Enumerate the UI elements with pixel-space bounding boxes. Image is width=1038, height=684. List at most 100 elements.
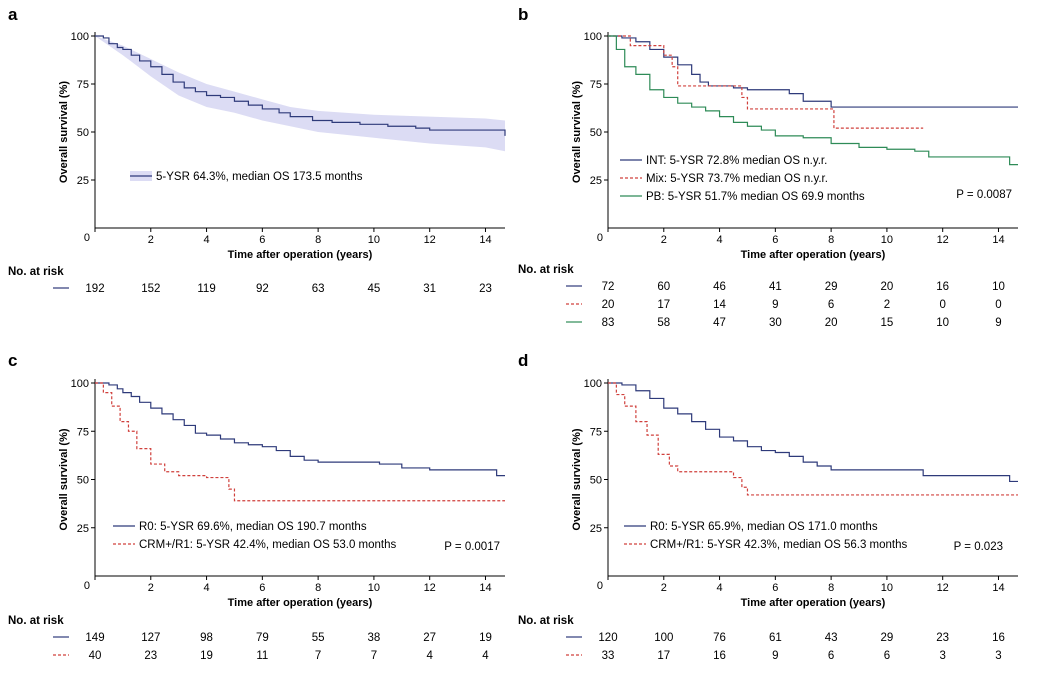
x-tick-label: 14 (479, 582, 491, 594)
y-axis-label: Overall survival (%) (571, 428, 583, 530)
risk-count: 4 (482, 650, 489, 662)
x-tick-label: 14 (992, 582, 1004, 594)
y-tick-label: 75 (590, 426, 602, 438)
panel-label: a (8, 5, 18, 24)
panel-a: a 25 50 75 100 0 2 4 6 8 10 12 14 Time after operatio… (8, 5, 506, 295)
x-axis-label: Time after operation (years) (228, 597, 373, 609)
risk-count: 9 (995, 317, 1001, 329)
risk-count: 45 (368, 283, 381, 295)
panel-c: c 25 50 75 100 0 2 4 6 8 10 12 14 Time after operatio… (8, 351, 505, 662)
legend-label: 5-YSR 64.3%, median OS 173.5 months (156, 171, 363, 183)
origin-label: 0 (84, 232, 90, 244)
risk-count: 83 (602, 317, 615, 329)
risk-count: 17 (657, 650, 670, 662)
risk-count: 30 (769, 317, 782, 329)
x-axis-label: Time after operation (years) (741, 597, 886, 609)
x-tick-label: 6 (772, 582, 778, 594)
risk-count: 38 (368, 632, 381, 644)
y-tick-label: 100 (584, 378, 602, 390)
risk-count: 17 (657, 299, 670, 311)
risk-count: 47 (713, 317, 726, 329)
p-value: P = 0.023 (954, 541, 1003, 553)
panel-label: b (518, 5, 528, 24)
x-tick-label: 4 (204, 582, 210, 594)
risk-count: 120 (598, 632, 617, 644)
legend-label: CRM+/R1: 5-YSR 42.4%, median OS 53.0 mon… (139, 539, 397, 551)
x-tick-label: 6 (259, 234, 265, 246)
legend-label: CRM+/R1: 5-YSR 42.3%, median OS 56.3 mon… (650, 539, 908, 551)
survival-curve-red (95, 382, 505, 502)
x-tick-label: 6 (259, 582, 265, 594)
risk-count: 7 (371, 650, 377, 662)
x-tick-label: 10 (368, 234, 380, 246)
risk-count: 16 (713, 650, 726, 662)
y-tick-label: 25 (590, 523, 602, 535)
legend-label: INT: 5-YSR 72.8% median OS n.y.r. (646, 155, 827, 167)
risk-count: 29 (825, 281, 838, 293)
risk-count: 19 (200, 650, 213, 662)
x-tick-label: 2 (661, 582, 667, 594)
y-tick-label: 75 (590, 79, 602, 91)
risk-count: 3 (939, 650, 945, 662)
panel-d: d 25 50 75 100 0 2 4 6 8 10 12 14 Time after operatio… (518, 351, 1018, 662)
y-tick-label: 75 (77, 426, 89, 438)
risk-table-title: No. at risk (8, 266, 64, 278)
x-tick-label: 2 (661, 234, 667, 246)
risk-count: 31 (423, 283, 436, 295)
p-value: P = 0.0087 (956, 189, 1012, 201)
risk-count: 6 (828, 299, 834, 311)
risk-count: 6 (884, 650, 890, 662)
y-tick-label: 50 (590, 475, 602, 487)
risk-count: 43 (825, 632, 838, 644)
risk-count: 16 (992, 632, 1005, 644)
risk-count: 14 (713, 299, 726, 311)
x-tick-label: 8 (828, 234, 834, 246)
x-tick-label: 12 (937, 582, 949, 594)
risk-table-title: No. at risk (8, 615, 64, 627)
x-tick-label: 12 (424, 234, 436, 246)
risk-count: 2 (884, 299, 890, 311)
risk-count: 100 (654, 632, 673, 644)
risk-count: 76 (713, 632, 726, 644)
legend-label: Mix: 5-YSR 73.7% median OS n.y.r. (646, 173, 828, 185)
risk-count: 11 (256, 650, 268, 662)
risk-count: 10 (936, 317, 949, 329)
panel-label: c (8, 351, 17, 370)
origin-label: 0 (597, 232, 603, 244)
risk-count: 192 (85, 283, 104, 295)
risk-count: 19 (479, 632, 492, 644)
x-tick-label: 10 (881, 234, 893, 246)
confidence-band (95, 36, 505, 152)
x-tick-label: 4 (717, 234, 723, 246)
legend-label: R0: 5-YSR 69.6%, median OS 190.7 months (139, 521, 367, 533)
x-tick-label: 4 (717, 582, 723, 594)
risk-count: 29 (881, 632, 894, 644)
x-tick-label: 4 (204, 234, 210, 246)
x-tick-label: 2 (148, 582, 154, 594)
x-tick-label: 8 (315, 234, 321, 246)
risk-table-title: No. at risk (518, 615, 574, 627)
y-tick-label: 50 (590, 127, 602, 139)
origin-label: 0 (84, 580, 90, 592)
y-tick-label: 25 (590, 175, 602, 187)
risk-count: 10 (992, 281, 1005, 293)
legend-label: PB: 5-YSR 51.7% median OS 69.9 months (646, 191, 865, 203)
legend-label: R0: 5-YSR 65.9%, median OS 171.0 months (650, 521, 878, 533)
x-tick-label: 12 (424, 582, 436, 594)
risk-count: 119 (197, 283, 215, 295)
risk-count: 92 (256, 283, 269, 295)
risk-count: 23 (479, 283, 492, 295)
risk-count: 20 (881, 281, 894, 293)
x-axis-label: Time after operation (years) (228, 249, 373, 261)
survival-curve-navy (95, 35, 506, 136)
x-tick-label: 12 (937, 234, 949, 246)
y-tick-label: 100 (71, 378, 89, 390)
x-tick-label: 14 (479, 234, 491, 246)
survival-curve-red (608, 382, 1018, 496)
risk-count: 9 (772, 299, 778, 311)
x-tick-label: 6 (772, 234, 778, 246)
risk-count: 23 (144, 650, 157, 662)
risk-count: 9 (772, 650, 778, 662)
risk-count: 27 (423, 632, 436, 644)
